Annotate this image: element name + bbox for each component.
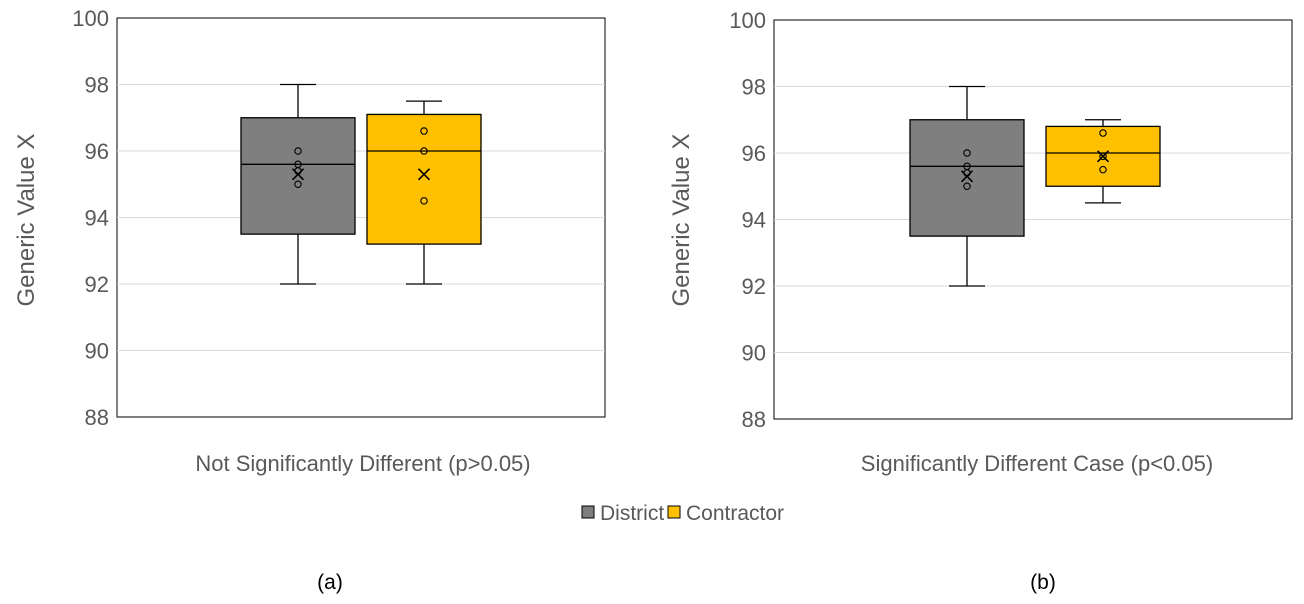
plot-area-b: 88 90 92 94 96 98 100	[729, 8, 1293, 432]
data-point	[294, 180, 302, 189]
y-tick-label-a: 92	[85, 272, 109, 297]
chart-panel-b: 88 90 92 94 96 98 100 Generic Value X Signific…	[668, 8, 1293, 594]
box-contractor-a	[366, 100, 482, 285]
mean-stroke	[1096, 150, 1110, 163]
y-tick-label-a: 100	[72, 6, 109, 31]
legend-label-contractor: Contractor	[686, 502, 784, 525]
plot-area-a: 88 90 92 94 96 98 100	[72, 6, 606, 430]
y-tick-label-b: 100	[729, 8, 766, 33]
data-point	[420, 197, 428, 205]
data-point	[963, 182, 971, 191]
box-district-b	[909, 85, 1025, 287]
y-tick-label-a: 90	[85, 339, 109, 364]
data-point	[420, 127, 428, 135]
y-tick-label-b: 92	[742, 274, 766, 299]
iqr-box	[240, 117, 356, 235]
y-tick-label-a: 94	[85, 206, 109, 231]
chart-panel-a: 88 90 92 94 96 98 100 Generic Value X Not Sign…	[13, 6, 606, 594]
y-tick-label-a: 88	[85, 405, 109, 430]
x-category-label-b: Significantly Different Case (p<0.05)	[861, 451, 1213, 476]
caption-a: (a)	[317, 571, 343, 594]
mean-marker	[960, 170, 974, 183]
data-point	[1099, 165, 1107, 174]
y-tick-label-a: 96	[85, 139, 109, 164]
mean-stroke	[417, 168, 431, 181]
y-tick-label-b: 90	[742, 341, 766, 366]
y-tick-label-b: 94	[742, 208, 766, 233]
box-district-a	[240, 83, 356, 285]
mean-stroke	[291, 168, 305, 181]
mean-stroke	[960, 170, 974, 183]
box-contractor-b	[1045, 119, 1161, 204]
y-tick-label-b: 96	[742, 141, 766, 166]
mean-marker	[1096, 150, 1110, 163]
x-category-label-a: Not Significantly Different (p>0.05)	[195, 451, 530, 476]
legend-swatch-contractor	[667, 505, 681, 519]
y-axis-title-b: Generic Value X	[668, 134, 695, 307]
iqr-box	[366, 113, 482, 245]
data-point	[963, 149, 971, 157]
legend-item-contractor: Contractor	[667, 502, 784, 525]
y-axis-title-a: Generic Value X	[13, 134, 40, 307]
mean-marker	[291, 168, 305, 181]
legend-item-district: District	[581, 502, 664, 525]
mean-marker	[417, 168, 431, 181]
y-tick-label-a: 98	[85, 73, 109, 98]
data-point	[1099, 152, 1107, 161]
data-point	[420, 147, 428, 155]
iqr-box	[909, 119, 1025, 237]
y-tick-label-b: 88	[742, 407, 766, 432]
data-point	[1099, 129, 1107, 137]
legend: District Contractor	[581, 502, 784, 525]
caption-b: (b)	[1030, 571, 1056, 594]
data-point	[294, 147, 302, 155]
legend-label-district: District	[600, 502, 664, 525]
y-tick-label-b: 98	[742, 75, 766, 100]
legend-swatch-district	[581, 505, 595, 519]
